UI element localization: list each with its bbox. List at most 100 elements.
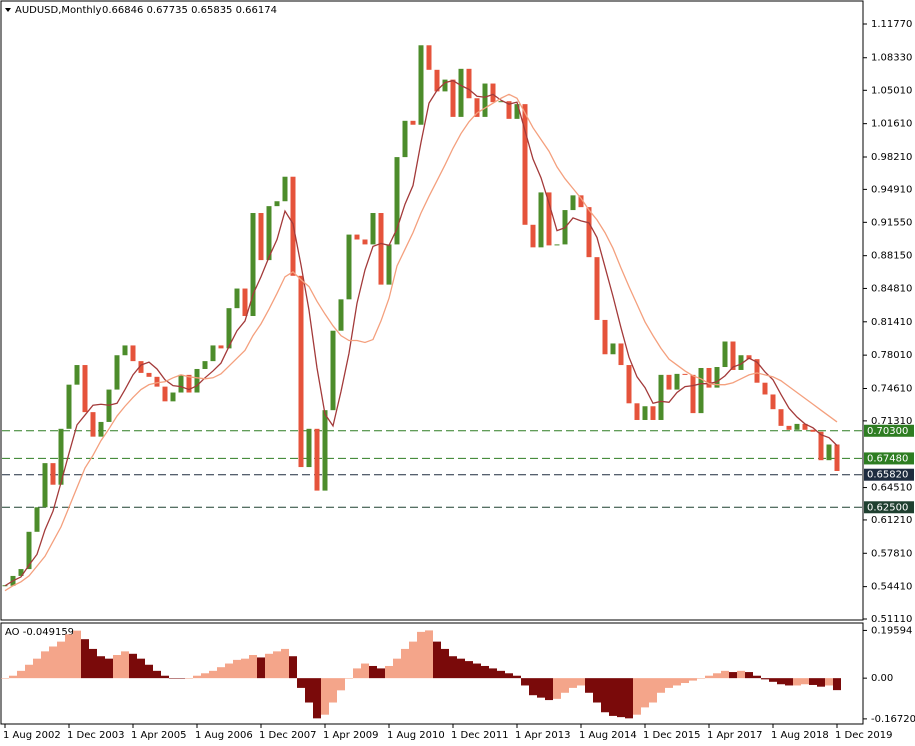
ao-bar — [497, 670, 505, 679]
candle — [578, 195, 584, 208]
ao-bar — [153, 670, 161, 679]
ao-bar — [281, 648, 289, 679]
y-tick-label: 1.08330 — [871, 53, 912, 64]
moving-average — [4, 93, 838, 592]
level-label: 0.65820 — [867, 470, 908, 481]
candle — [666, 374, 672, 390]
candle — [186, 374, 192, 393]
ao-bar — [289, 656, 297, 679]
candle — [626, 365, 632, 404]
ao-bar — [785, 678, 793, 686]
ao-bar — [401, 648, 409, 679]
ao-bar — [633, 678, 641, 715]
candle — [346, 234, 352, 300]
candle — [722, 341, 728, 368]
candle — [466, 68, 472, 99]
y-tick-label: 0.94910 — [871, 184, 912, 195]
candle — [298, 275, 304, 468]
candle — [122, 345, 128, 356]
candle — [810, 429, 816, 432]
candle — [482, 83, 488, 117]
ao-bar — [481, 665, 489, 679]
ao-bar — [609, 678, 617, 716]
ao-bar — [73, 630, 81, 679]
candle — [202, 361, 208, 369]
y-tick-label: 0.74610 — [871, 383, 912, 394]
ao-bar — [561, 678, 569, 693]
candle — [778, 409, 784, 426]
level-box — [864, 424, 914, 437]
menu-arrow[interactable] — [5, 8, 11, 12]
y-tick-label: 0.54410 — [871, 582, 912, 593]
ao-bar — [441, 648, 449, 679]
y-tick-label: 1.11770 — [871, 19, 912, 30]
candle — [746, 355, 752, 360]
candle — [714, 367, 720, 388]
candle — [474, 98, 480, 117]
y-tick-label: 0.51110 — [871, 614, 912, 625]
x-tick-label: 1 Apr 2017 — [707, 730, 762, 741]
candle — [314, 428, 320, 491]
ao-bar — [161, 675, 169, 679]
ao-bar — [65, 634, 73, 679]
candle — [442, 79, 448, 92]
ao-bar — [697, 678, 705, 679]
candle — [274, 201, 280, 207]
ao-bar — [529, 678, 537, 696]
ohlc-info: 0.66846 0.67735 0.65835 0.66174 — [102, 5, 277, 16]
ao-bar — [777, 678, 785, 685]
ao-bar — [593, 678, 601, 703]
candle — [386, 244, 392, 285]
ao-bar — [457, 658, 465, 679]
candle — [698, 367, 704, 414]
candle — [162, 386, 168, 402]
y-tick-label: 0.61210 — [871, 515, 912, 526]
ao-bar — [241, 658, 249, 679]
x-tick-label: 1 Aug 2002 — [3, 730, 61, 741]
ao-bar — [265, 653, 273, 679]
candle — [762, 382, 768, 395]
candle — [682, 373, 688, 375]
ao-bar — [113, 655, 121, 679]
ao-bar — [753, 675, 761, 679]
ao-bar — [769, 678, 777, 682]
ao-bar — [81, 639, 89, 679]
ao-bar — [169, 678, 177, 679]
candle — [450, 79, 456, 117]
candle — [618, 343, 624, 366]
ao-bar — [569, 678, 577, 688]
ao-bar — [729, 672, 737, 679]
ao-bar — [553, 678, 561, 699]
ao-bar — [721, 670, 729, 679]
candle — [90, 412, 96, 437]
ao-bar — [361, 663, 369, 679]
level-box — [864, 501, 914, 514]
ao-bar — [217, 667, 225, 679]
ao-bar — [185, 678, 193, 679]
ao-bar — [1, 678, 9, 679]
x-tick-label: 1 Apr 2009 — [323, 730, 378, 741]
candle — [370, 213, 376, 245]
ao-bar — [521, 678, 529, 686]
ao-bar — [601, 678, 609, 713]
y-tick-label: 0.57810 — [871, 548, 912, 559]
ao-bar — [201, 673, 209, 679]
ao-bar — [833, 678, 841, 691]
ao-bar — [817, 678, 825, 687]
y-tick-label: 0.81410 — [871, 317, 912, 328]
candle — [426, 45, 432, 70]
candle — [138, 361, 144, 373]
candle — [490, 83, 496, 103]
y-tick-label: 0.19594 — [871, 625, 912, 636]
candle — [602, 319, 608, 355]
candle — [418, 45, 424, 125]
x-tick-label: 1 Apr 2013 — [515, 730, 570, 741]
x-tick-label: 1 Aug 2010 — [387, 730, 445, 741]
ao-bar — [713, 673, 721, 679]
ao-bar — [393, 658, 401, 679]
ao-bar — [801, 678, 809, 685]
candle — [498, 101, 504, 103]
x-tick-label: 1 Apr 2005 — [131, 730, 186, 741]
candle — [570, 195, 576, 211]
